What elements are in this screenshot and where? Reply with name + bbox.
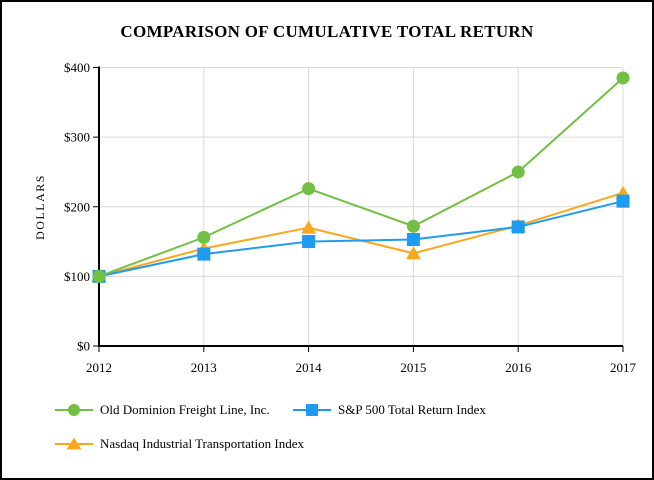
chart-title: COMPARISON OF CUMULATIVE TOTAL RETURN xyxy=(120,22,534,41)
x-tick-label: 2012 xyxy=(86,360,112,375)
y-tick-label: $100 xyxy=(64,269,90,284)
series-line xyxy=(98,77,624,278)
marker-triangle xyxy=(405,246,421,260)
x-tick-label: 2016 xyxy=(505,360,532,375)
series-line xyxy=(98,191,624,278)
marker-circle xyxy=(511,165,525,179)
marker-circle xyxy=(197,230,211,244)
legend-label-nasdaq: Nasdaq Industrial Transportation Index xyxy=(100,436,305,451)
legend-item-odfl: Old Dominion Freight Line, Inc. xyxy=(55,402,270,418)
legend-marker-triangle-icon xyxy=(55,437,93,450)
marker-circle xyxy=(302,182,316,196)
y-axis-title: DOLLARS xyxy=(33,174,47,240)
marker-circle xyxy=(616,71,630,85)
legend-square xyxy=(306,404,318,416)
legend-label-sp500: S&P 500 Total Return Index xyxy=(338,402,486,417)
legend-marker-square-icon xyxy=(293,404,331,416)
y-tick-label: $200 xyxy=(64,199,90,214)
marker-circle xyxy=(92,269,106,283)
chart-svg: $0 $100 $200 $300 $400 2012 2013 2014 2015 2016 20… xyxy=(33,60,637,375)
legend-triangle xyxy=(66,437,82,450)
x-tick-label: 2017 xyxy=(610,360,637,375)
marker-square xyxy=(302,235,316,249)
marker-square xyxy=(616,194,630,208)
marker-square xyxy=(197,247,211,261)
y-tick-label: $300 xyxy=(64,130,90,145)
y-tick-label: $0 xyxy=(77,339,90,354)
y-tick-label: $400 xyxy=(64,60,90,75)
marker-square xyxy=(406,232,420,246)
marker-square xyxy=(511,220,525,234)
x-tick-label: 2014 xyxy=(296,360,323,375)
legend-item-nasdaq: Nasdaq Industrial Transportation Index xyxy=(55,436,304,452)
legend-marker-circle-icon xyxy=(55,404,93,416)
marker-circle xyxy=(406,219,420,233)
legend-label-odfl: Old Dominion Freight Line, Inc. xyxy=(100,402,270,417)
legend-item-sp500: S&P 500 Total Return Index xyxy=(293,402,486,418)
x-tick-label: 2015 xyxy=(400,360,426,375)
legend-circle xyxy=(68,404,80,416)
series-line xyxy=(98,200,624,278)
x-tick-label: 2013 xyxy=(191,360,217,375)
marker-triangle xyxy=(301,220,317,234)
